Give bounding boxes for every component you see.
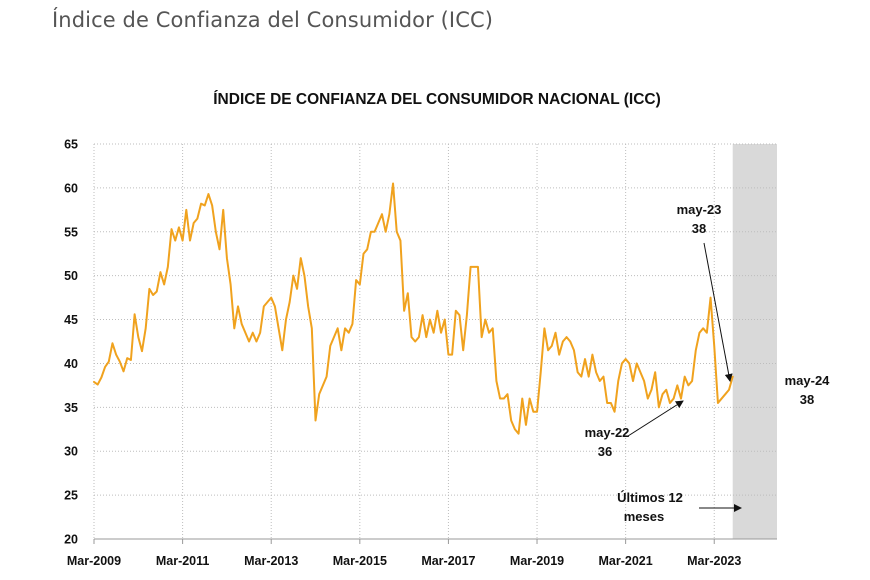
- y-tick-label-40: 40: [64, 357, 78, 371]
- y-tick-label-65: 65: [64, 138, 78, 152]
- y-tick-label-35: 35: [64, 401, 78, 415]
- shaded-region-label-line2: meses: [624, 509, 664, 524]
- shaded-region-label-line1: Últimos 12: [617, 490, 683, 505]
- annotation-may-23-value: 38: [692, 221, 706, 236]
- x-tick-label-mar-2013: Mar-2013: [244, 554, 298, 568]
- x-tick-label-mar-2023: Mar-2023: [687, 554, 741, 568]
- x-tick-label-mar-2015: Mar-2015: [333, 554, 387, 568]
- annotation-may-24-value: 38: [800, 392, 814, 407]
- y-tick-label-50: 50: [64, 269, 78, 283]
- y-tick-label-60: 60: [64, 181, 78, 195]
- y-tick-label-25: 25: [64, 489, 78, 503]
- x-tick-label-mar-2019: Mar-2019: [510, 554, 564, 568]
- y-tick-label-30: 30: [64, 445, 78, 459]
- annotation-may-23-label: may-23: [677, 202, 722, 217]
- annotation-may-24-label: may-24: [785, 373, 831, 388]
- series-line-icc: [93, 182, 734, 435]
- y-tick-label-55: 55: [64, 225, 78, 239]
- x-tick-label-mar-2011: Mar-2011: [156, 554, 210, 568]
- x-tick-label-mar-2021: Mar-2021: [599, 554, 653, 568]
- last-12-months-shade: [732, 144, 777, 539]
- annotation-may-23-arrow: [703, 242, 733, 382]
- annotation-may-22-arrow: [627, 400, 684, 437]
- page-heading: Índice de Confianza del Consumidor (ICC): [52, 8, 494, 32]
- x-tick-label-mar-2009: Mar-2009: [67, 554, 121, 568]
- chart-title: ÍNDICE DE CONFIANZA DEL CONSUMIDOR NACIO…: [213, 91, 661, 108]
- y-tick-label-45: 45: [64, 313, 78, 327]
- annotation-may-22-value: 36: [598, 444, 612, 459]
- y-tick-label-20: 20: [64, 533, 78, 547]
- x-tick-label-mar-2017: Mar-2017: [421, 554, 475, 568]
- annotation-may-22-label: may-22: [585, 425, 630, 440]
